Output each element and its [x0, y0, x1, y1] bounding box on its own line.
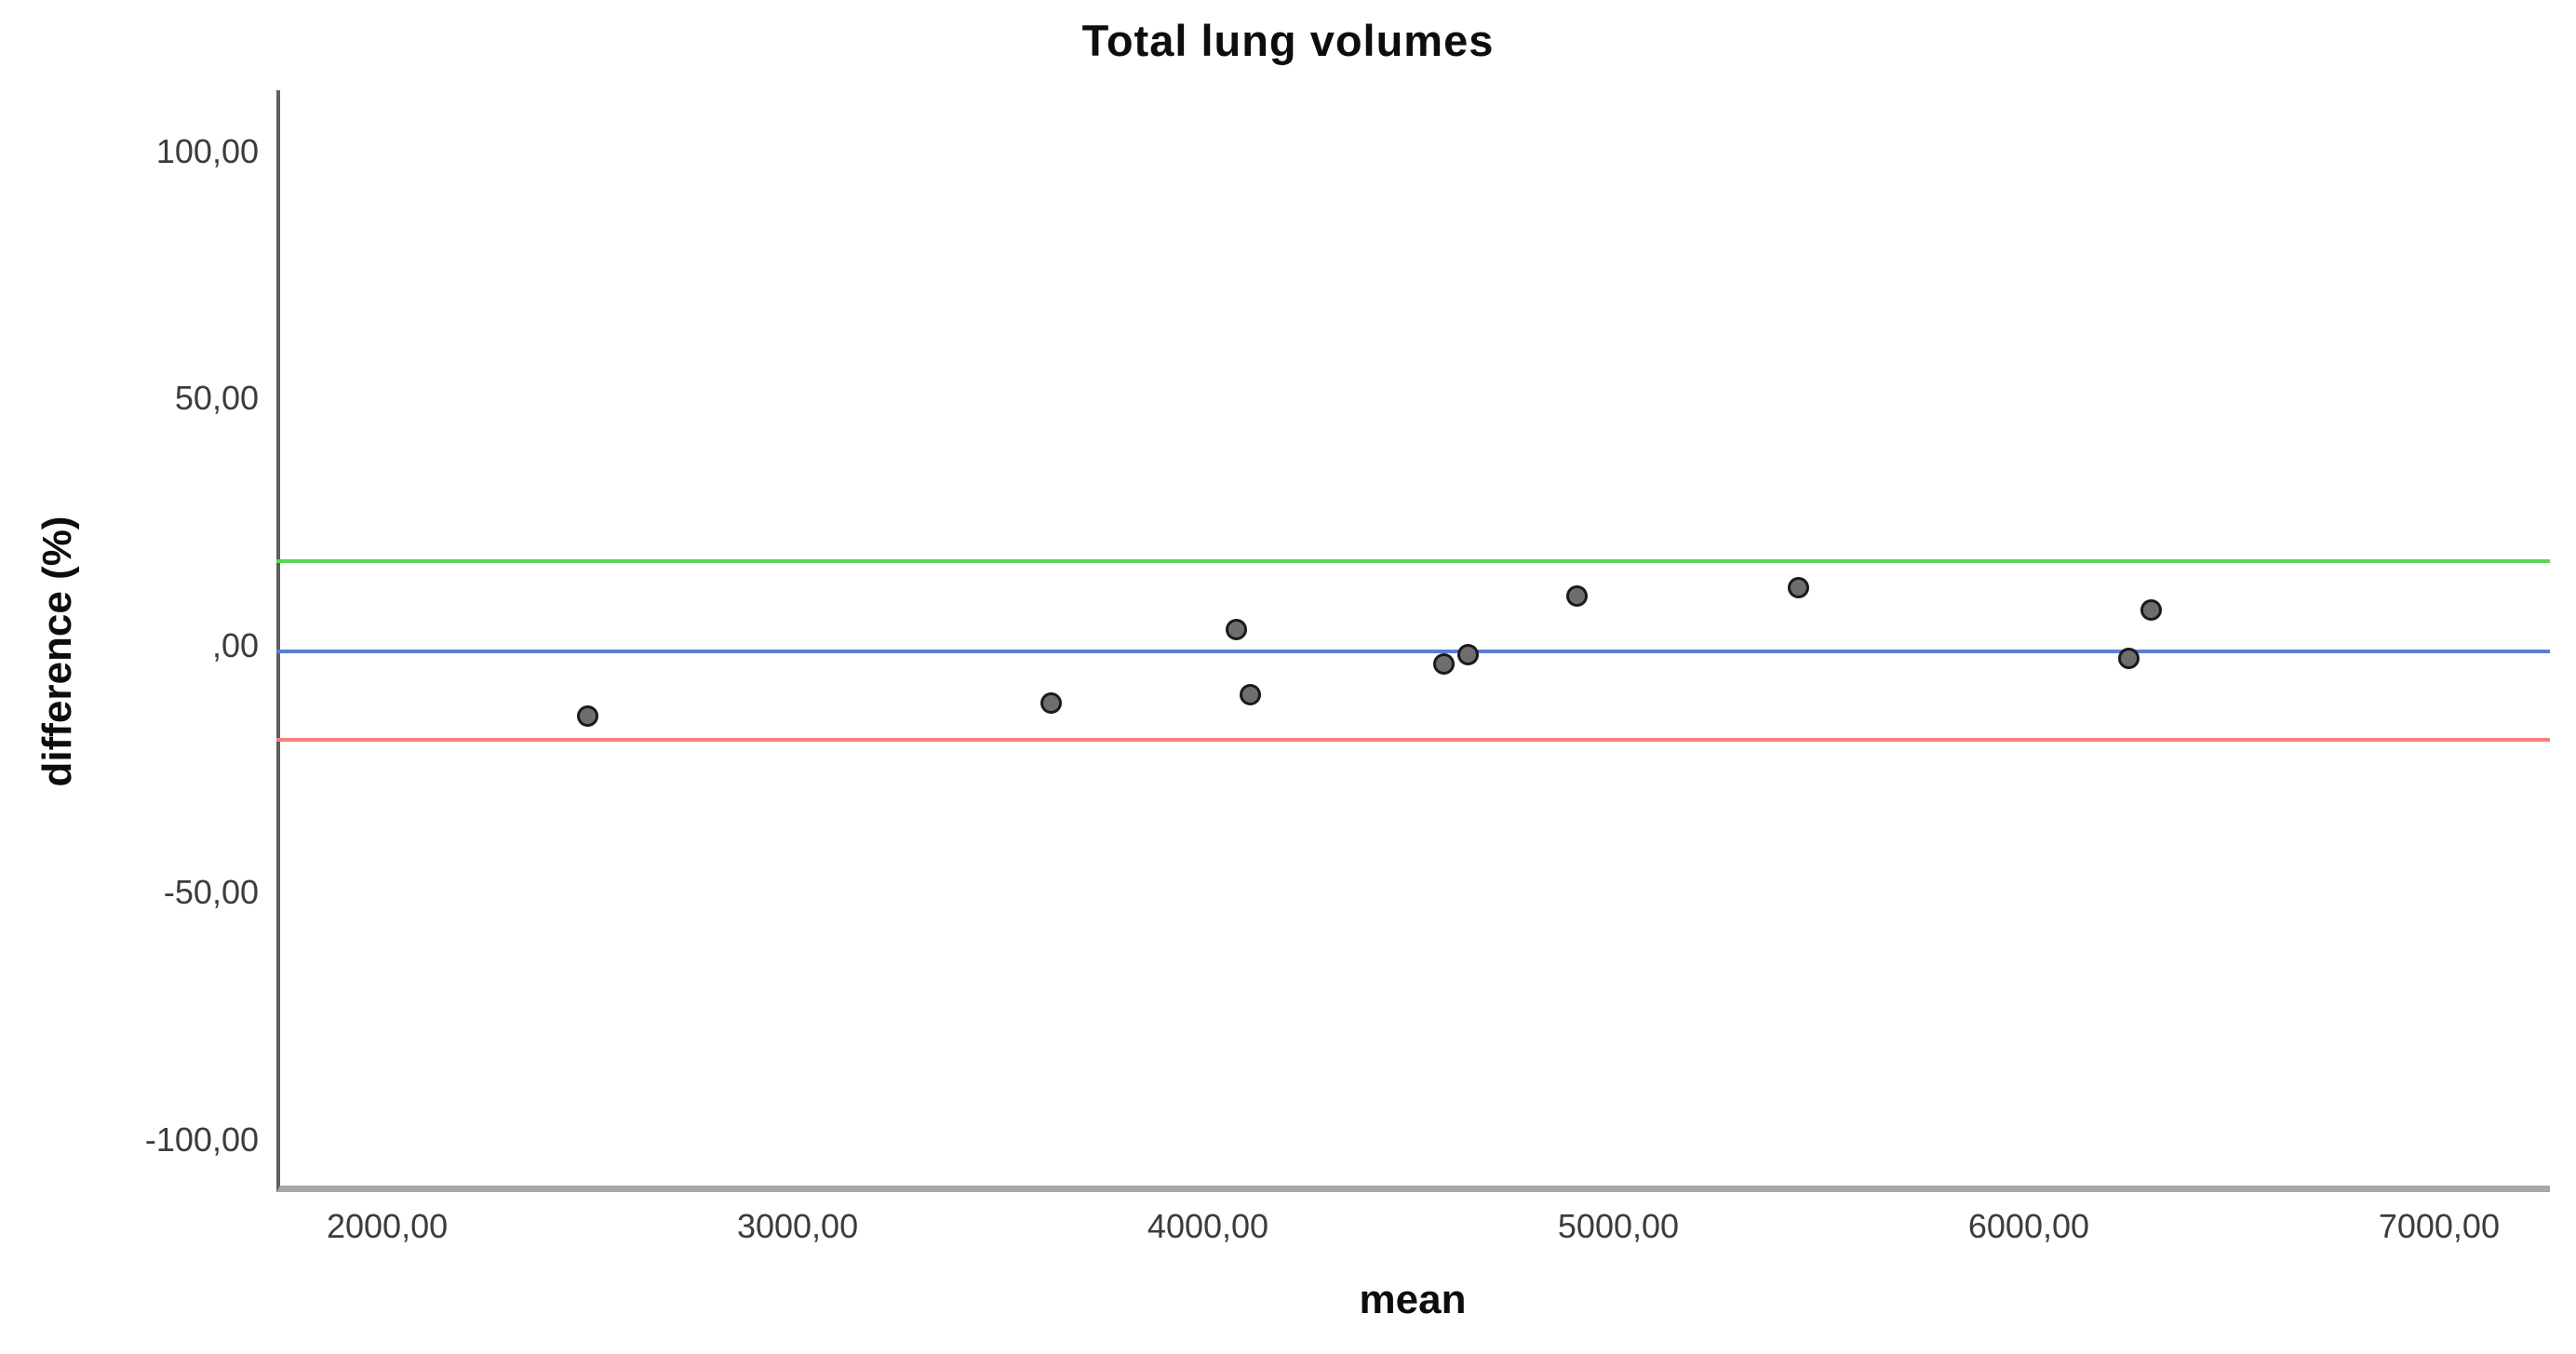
x-tick-label: 4000,00: [1147, 1207, 1269, 1245]
upper-limit-of-agreement-line: [276, 558, 2550, 563]
lower-limit-of-agreement-line: [276, 737, 2550, 742]
mean-difference-line: [276, 650, 2550, 654]
x-tick-label: 5000,00: [1557, 1207, 1680, 1245]
data-point: [1788, 577, 1810, 599]
x-axis-label: mean: [1359, 1277, 1467, 1322]
x-tick-label: 2000,00: [326, 1207, 449, 1245]
data-point: [1432, 652, 1455, 675]
data-point: [2140, 599, 2163, 622]
y-tick-label: -50,00: [163, 873, 259, 912]
y-tick-label: 100,00: [155, 132, 259, 171]
data-point: [2118, 648, 2140, 670]
chart-title: Total lung volumes: [1081, 16, 1495, 65]
data-point: [577, 704, 599, 727]
data-point: [1225, 618, 1247, 640]
data-point: [1457, 643, 1480, 665]
data-point: [1040, 691, 1063, 714]
y-tick-label: ,00: [211, 625, 259, 664]
x-tick-label: 3000,00: [736, 1207, 859, 1245]
plot-area: [276, 90, 2550, 1192]
data-point: [1565, 585, 1588, 608]
y-tick-label: -100,00: [144, 1119, 259, 1159]
x-tick-label: 7000,00: [2378, 1207, 2500, 1245]
y-tick-label: 50,00: [174, 379, 259, 418]
x-tick-label: 6000,00: [1967, 1207, 2090, 1245]
data-point: [1240, 683, 1262, 705]
